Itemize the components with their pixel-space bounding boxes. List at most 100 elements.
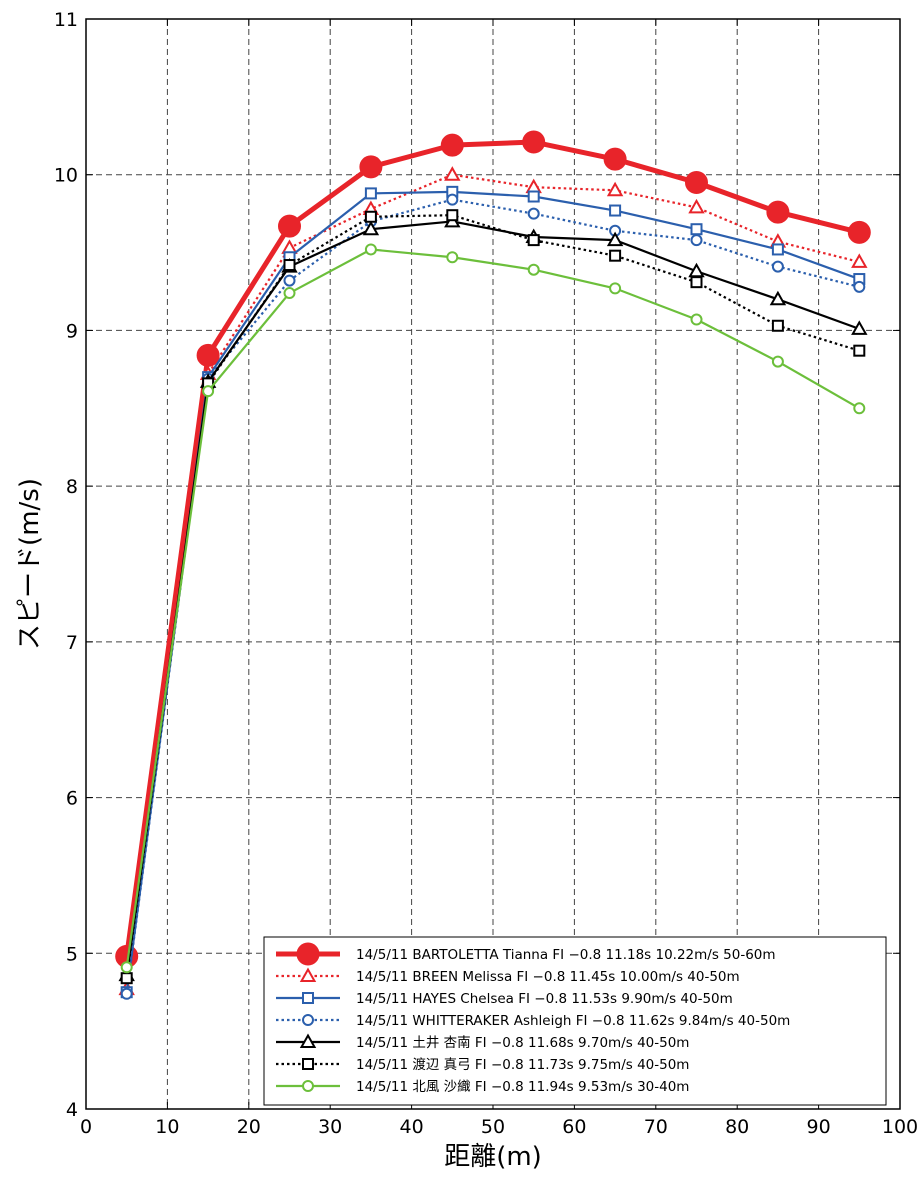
- data-point: [302, 1058, 314, 1070]
- data-point: [446, 193, 459, 206]
- legend-label: 14/5/11 BREEN Melissa FI −0.8 11.45s 10.…: [356, 969, 740, 985]
- legend-entry: 14/5/11 土井 杏南 FI −0.8 11.68s 9.70m/s 40-…: [276, 1033, 689, 1051]
- y-axis-label: スピード(m/s): [15, 478, 45, 650]
- data-point: [299, 1033, 317, 1048]
- data-series: [115, 130, 871, 1000]
- x-tick-label: 10: [155, 1116, 179, 1138]
- data-point: [609, 204, 622, 217]
- legend-entry: 14/5/11 BREEN Melissa FI −0.8 11.45s 10.…: [276, 967, 740, 985]
- series-path: [125, 214, 860, 979]
- data-point: [690, 276, 703, 289]
- data-point: [847, 220, 871, 244]
- data-point: [609, 249, 622, 262]
- data-point: [606, 181, 624, 197]
- data-point: [688, 198, 705, 214]
- legend-label: 14/5/11 北風 沙織 FI −0.8 11.94s 9.53m/s 30-…: [356, 1079, 689, 1095]
- data-point: [283, 274, 296, 287]
- x-tick-label: 70: [644, 1116, 668, 1138]
- legend-entry: 14/5/11 HAYES Chelsea FI −0.8 11.53s 9.9…: [276, 991, 733, 1007]
- data-point: [302, 1080, 314, 1092]
- series-path: [125, 173, 860, 990]
- data-point: [527, 263, 540, 276]
- series-line: [120, 243, 866, 974]
- data-point: [364, 210, 377, 223]
- x-tick-label: 60: [562, 1116, 586, 1138]
- data-point: [302, 992, 314, 1004]
- series-line: [120, 185, 866, 999]
- y-tick-label: 4: [66, 1099, 78, 1121]
- data-point: [766, 200, 790, 224]
- data-point: [853, 402, 866, 415]
- x-tick-label: 20: [237, 1116, 261, 1138]
- data-point: [364, 187, 377, 200]
- data-point: [302, 1014, 314, 1026]
- data-point: [359, 155, 383, 179]
- legend-entry: 14/5/11 北風 沙織 FI −0.8 11.94s 9.53m/s 30-…: [276, 1079, 689, 1095]
- data-point: [446, 209, 459, 222]
- legend-label: 14/5/11 土井 杏南 FI −0.8 11.68s 9.70m/s 40-…: [356, 1035, 689, 1051]
- data-point: [283, 259, 296, 272]
- data-point: [685, 171, 708, 194]
- data-point: [364, 243, 377, 256]
- legend-label: 14/5/11 HAYES Chelsea FI −0.8 11.53s 9.9…: [356, 991, 733, 1007]
- data-point: [299, 967, 317, 982]
- x-tick-label: 0: [80, 1116, 92, 1138]
- legend-label: 14/5/11 WHITTERAKER Ashleigh FI −0.8 11.…: [356, 1013, 790, 1029]
- legend: 14/5/11 BARTOLETTA Tianna FI −0.8 11.18s…: [263, 936, 887, 1106]
- data-point: [603, 147, 627, 171]
- data-point: [853, 344, 866, 357]
- data-point: [771, 260, 784, 273]
- data-point: [444, 166, 461, 181]
- legend-entry: 14/5/11 渡辺 真弓 FI −0.8 11.73s 9.75m/s 40-…: [276, 1057, 689, 1073]
- series-path: [124, 139, 860, 957]
- y-tick-label: 10: [54, 165, 78, 187]
- series-line: [120, 209, 866, 985]
- series-path: [125, 248, 860, 968]
- data-point: [440, 133, 464, 157]
- x-tick-label: 50: [481, 1116, 505, 1138]
- legend-label: 14/5/11 BARTOLETTA Tianna FI −0.8 11.18s…: [356, 947, 776, 963]
- data-point: [296, 942, 320, 966]
- data-point: [527, 234, 540, 247]
- data-point: [202, 385, 215, 398]
- data-point: [120, 972, 133, 985]
- data-point: [278, 214, 301, 238]
- series-path: [125, 190, 860, 993]
- grid: [86, 19, 900, 1109]
- data-point: [851, 253, 868, 268]
- data-point: [446, 251, 459, 264]
- data-point: [769, 290, 787, 306]
- data-point: [853, 280, 866, 293]
- data-point: [527, 190, 540, 203]
- x-axis-label: 距離(m): [444, 1142, 542, 1172]
- y-tick-label: 5: [66, 943, 78, 965]
- x-tick-label: 90: [807, 1116, 831, 1138]
- y-tick-label: 8: [66, 476, 78, 498]
- data-point: [527, 207, 540, 220]
- data-point: [362, 220, 380, 236]
- y-tick-label: 6: [66, 788, 78, 810]
- data-point: [690, 313, 703, 326]
- x-tick-label: 30: [318, 1116, 342, 1138]
- data-point: [771, 243, 784, 256]
- data-point: [771, 355, 784, 368]
- y-tick-label: 9: [66, 320, 78, 342]
- legend-label: 14/5/11 渡辺 真弓 FI −0.8 11.73s 9.75m/s 40-…: [356, 1057, 689, 1073]
- axis-ticks: 0 10 20 30 40 50 60 70 80 90 100 4 5 6 7 8 9 10 11: [54, 9, 918, 1138]
- data-point: [771, 319, 784, 332]
- x-tick-label: 80: [725, 1116, 749, 1138]
- data-point: [522, 130, 546, 154]
- data-point: [690, 223, 703, 236]
- legend-box: [263, 936, 887, 1106]
- data-point: [606, 231, 624, 247]
- data-point: [851, 320, 868, 335]
- y-tick-label: 11: [54, 9, 78, 31]
- data-point: [609, 282, 622, 295]
- y-tick-label: 7: [66, 632, 78, 654]
- legend-entry: 14/5/11 WHITTERAKER Ashleigh FI −0.8 11.…: [276, 1013, 790, 1029]
- data-point: [690, 234, 703, 247]
- legend-entry: 14/5/11 BARTOLETTA Tianna FI −0.8 11.18s…: [276, 942, 776, 966]
- x-tick-label: 100: [882, 1116, 918, 1138]
- x-tick-label: 40: [400, 1116, 424, 1138]
